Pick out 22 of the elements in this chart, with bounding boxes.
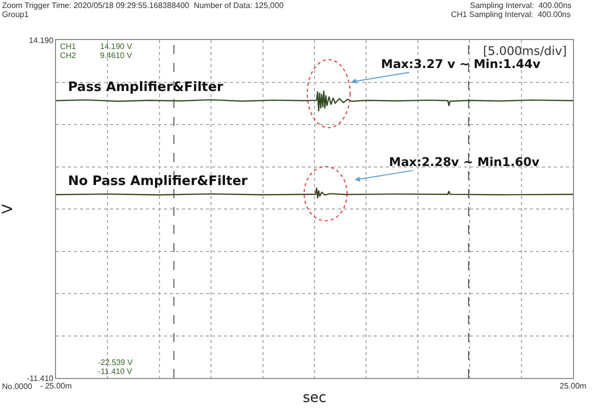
annotation: 14.190 V: [100, 42, 133, 51]
x-axis-title: sec: [302, 390, 326, 406]
text: CH1 Sampling Interval: 400.00ns: [451, 10, 571, 19]
annotation: CH1: [60, 42, 77, 51]
y-tick-label: 14.190: [28, 36, 54, 45]
line-series: [56, 187, 573, 199]
y-tick-label: -11.410: [26, 374, 54, 383]
x-tick-label: - 25.00m: [40, 382, 72, 391]
text: Sampling Interval: 400.00ns: [470, 1, 572, 10]
annotation: CH2: [60, 51, 77, 60]
annotation: [5.000ms/div]: [483, 44, 567, 58]
text: No.0000: [2, 382, 33, 391]
y-axis-title: V: [0, 204, 16, 214]
annotation: 9.4610 V: [100, 51, 133, 60]
x-tick-label: 25.00m: [560, 382, 587, 391]
annotation: -22.539 V: [98, 358, 134, 367]
text: Zoom Trigger Time: 2020/05/18 09:29:55.168388400 Number of Data: 125,000: [2, 1, 284, 10]
annotation: -11.410 V: [98, 367, 133, 376]
series-label: No Pass Amplifier&Filter: [68, 174, 248, 189]
series-label: Pass Amplifier&Filter: [68, 80, 224, 95]
annotation: Max:2.28v ~ Min1.60v: [389, 155, 540, 169]
text: Group1: [2, 10, 30, 19]
